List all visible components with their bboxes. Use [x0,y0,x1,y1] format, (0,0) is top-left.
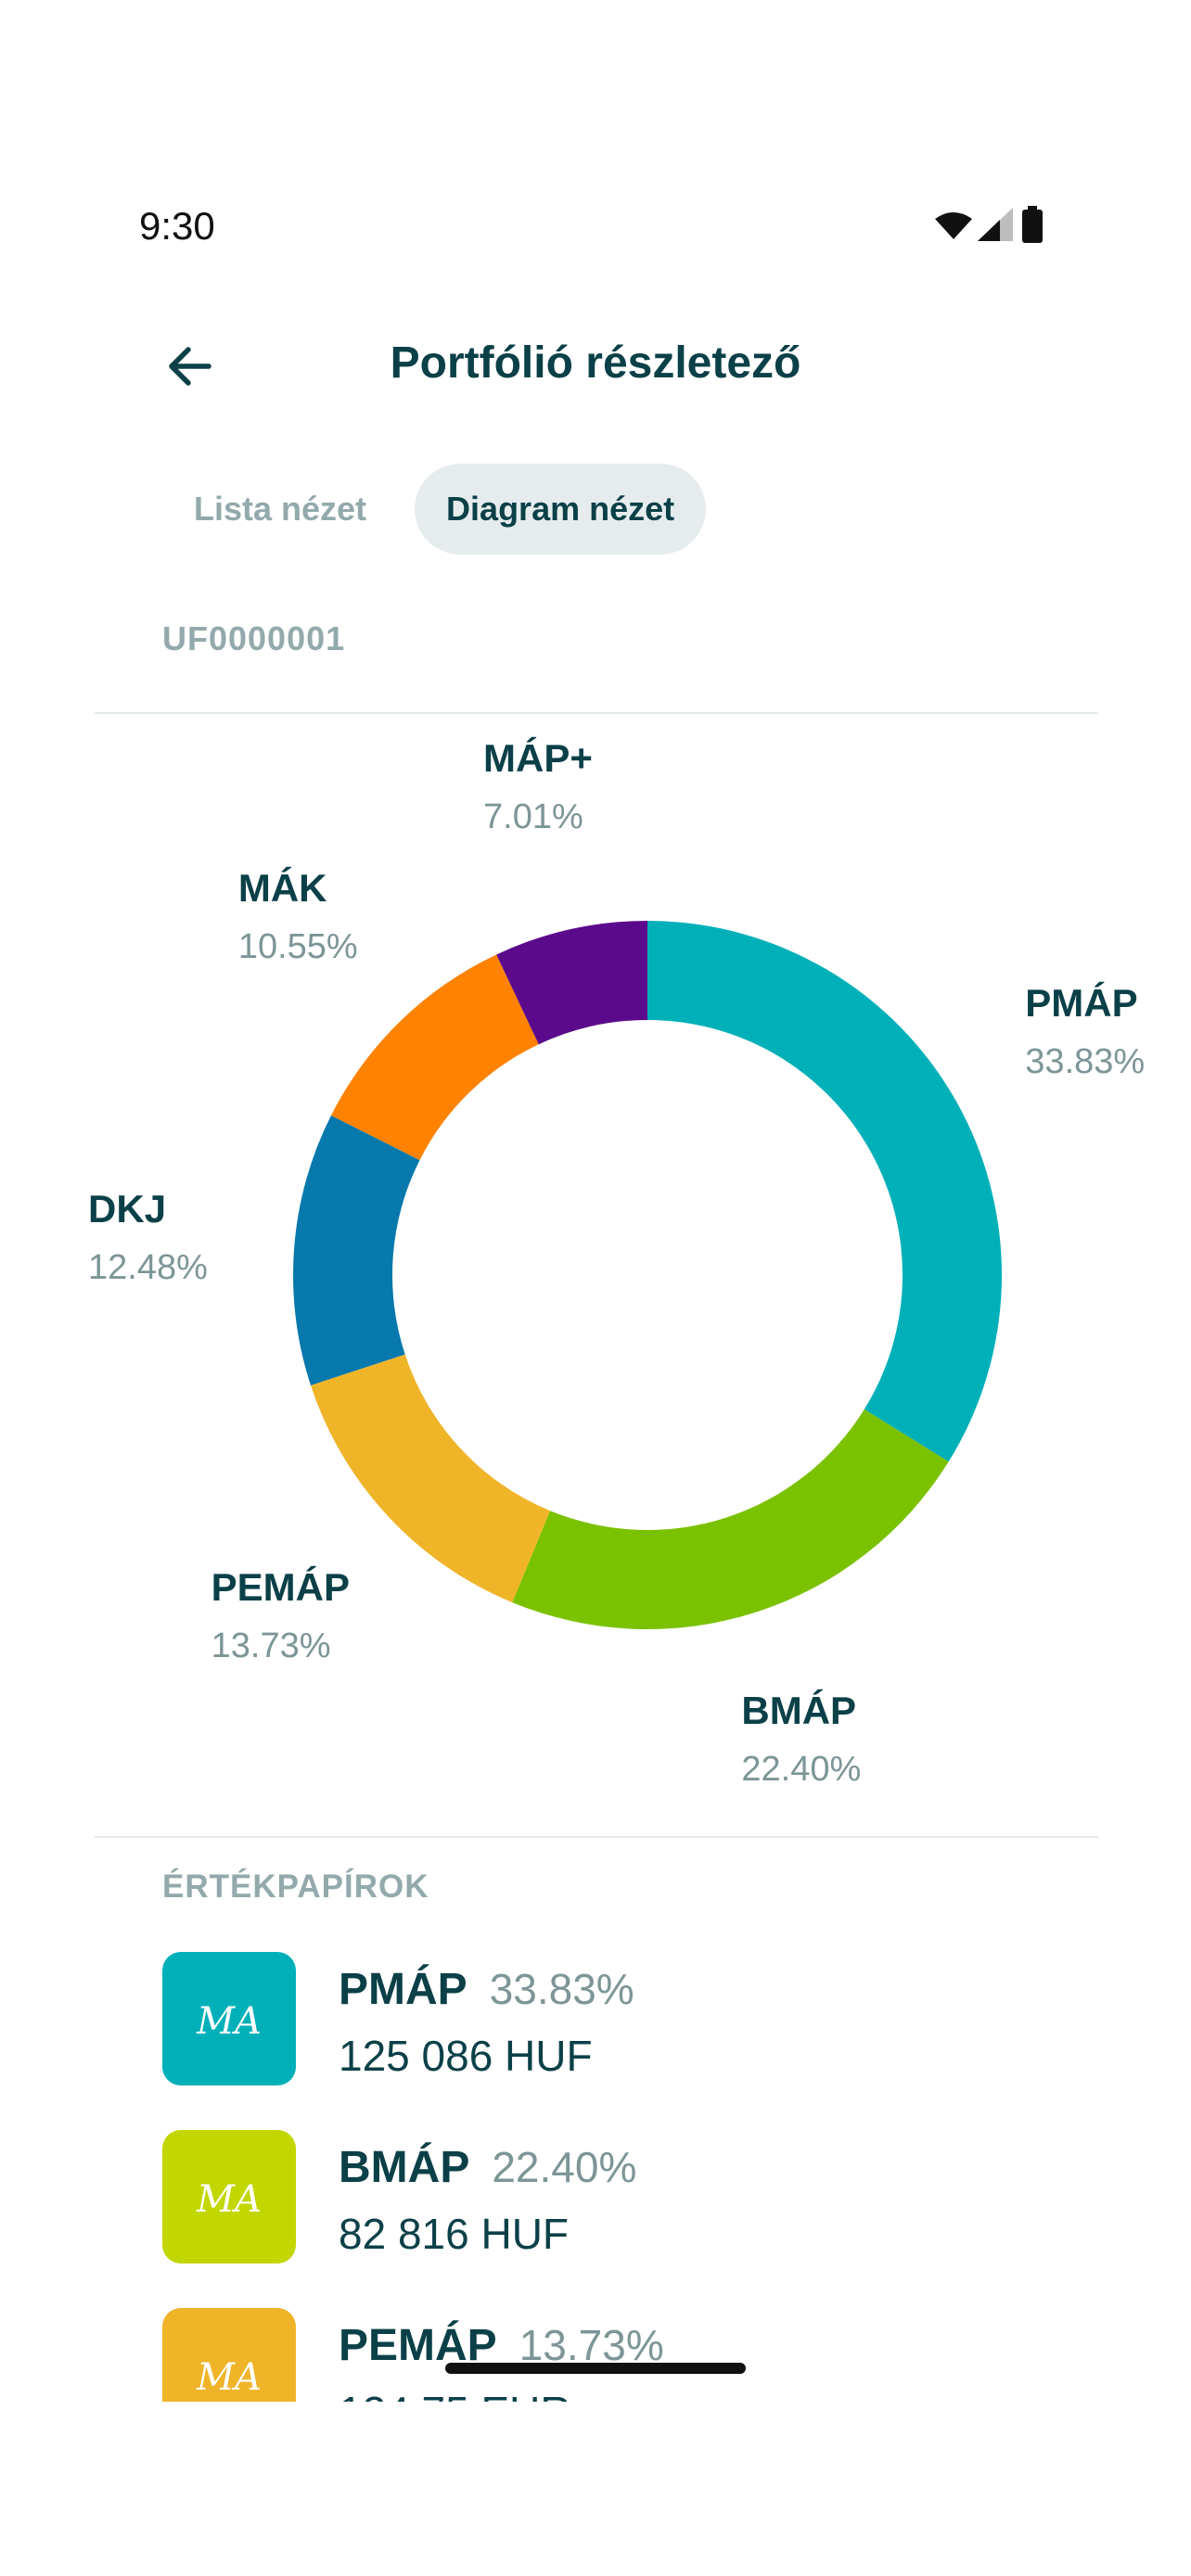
security-amount: 125 086 HUF [339,2032,593,2080]
security-name: PMÁP 33.83% [339,1964,634,2015]
status-icons [931,204,1052,250]
security-amount: 124 75 EUR [339,2387,571,2402]
back-button[interactable] [148,329,232,403]
map-logo-icon: MA [196,2356,262,2399]
chart-label-percent: 12.48% [88,1247,208,1287]
chart-label-5: MÁP+ 7.01% [483,736,593,837]
chart-label-1: BMÁP 22.40% [741,1689,861,1790]
chart-label-percent: 13.73% [211,1626,331,1665]
chart-label-percent: 33.83% [1025,1041,1146,1081]
chart-label-4: MÁK 10.55% [238,866,358,967]
divider [95,1836,1098,1838]
donut-slice-5 [496,921,647,1045]
donut-chart-svg [292,921,1002,1629]
security-percent: 33.83% [489,1965,634,2013]
security-amount: 82 816 HUF [339,2210,570,2258]
chart-label-name: MÁP+ [483,735,593,780]
security-item-bmap[interactable]: MA BMÁP 22.40% 82 816 HUF [162,2107,1090,2264]
security-item-pemap[interactable]: MA PEMÁP 13.73% 124 75 EUR [162,2285,1090,2402]
donut-slice-3 [292,1115,420,1385]
map-logo-icon: MA [196,2000,262,2043]
security-logo: MA [162,1952,296,2085]
chart-label-name: PMÁP [1025,980,1138,1025]
security-name-text: BMÁP [339,2143,470,2192]
security-logo: MA [162,2130,296,2264]
tab-list-view[interactable]: Lista nézet [194,490,367,528]
chart-label-percent: 10.55% [237,926,358,966]
chart-label-name: BMÁP [741,1689,857,1732]
svg-text:MA: MA [196,2178,262,2221]
wifi-icon [935,212,972,239]
battery-icon [1022,206,1043,243]
security-item-pmap[interactable]: MA PMÁP 33.83% 125 086 HUF [162,1929,1090,2085]
securities-section-title: ÉRTÉKPAPÍROK [162,1868,429,1905]
account-id: UF0000001 [162,619,346,657]
map-logo-icon: MA [196,2178,262,2221]
view-tabs: Lista nézet Diagram nézet [162,464,707,555]
chart-label-0: PMÁP 33.83% [1025,981,1145,1082]
donut-slice-2 [310,1354,551,1603]
security-name: PEMÁP 13.73% [339,2320,664,2371]
status-time: 9:30 [139,204,215,248]
tab-chart-view[interactable]: Diagram nézet [415,464,707,555]
home-indicator[interactable] [445,2363,746,2374]
donut-slice-4 [330,954,539,1161]
security-name: BMÁP 22.40% [339,2142,636,2193]
security-percent: 22.40% [492,2143,637,2191]
portfolio-donut-chart: PMÁP 33.83% BMÁP 22.40% PEMÁP 13.73% DKJ 12.48%… [0,723,1191,1790]
chart-label-name: DKJ [88,1186,167,1231]
security-name-text: PEMÁP [339,2321,497,2370]
donut-slice-0 [647,921,1002,1462]
chart-label-percent: 7.01% [483,797,583,836]
status-bar: 9:30 [139,204,1052,250]
donut-slice-1 [512,1409,949,1629]
security-logo: MA [162,2308,296,2402]
chart-label-name: MÁK [237,865,327,910]
chart-label-percent: 22.40% [741,1750,862,1789]
svg-text:MA: MA [196,2000,262,2043]
top-bar: Portfólió részletező [0,325,1191,408]
svg-text:MA: MA [196,2356,262,2399]
chart-label-3: DKJ 12.48% [88,1187,208,1288]
securities-list: MA PMÁP 33.83% 125 086 HUF MA BMÁP 22.40% … [0,1929,1191,2402]
chart-label-2: PEMÁP 13.73% [211,1565,350,1666]
divider [95,712,1098,714]
page-title: Portfólió részletező [390,338,801,388]
cellular-signal-icon [978,208,1013,241]
chart-label-name: PEMÁP [211,1564,351,1609]
security-percent: 13.73% [519,2321,664,2369]
arrow-left-icon [169,347,211,386]
security-name-text: PMÁP [339,1965,467,2014]
